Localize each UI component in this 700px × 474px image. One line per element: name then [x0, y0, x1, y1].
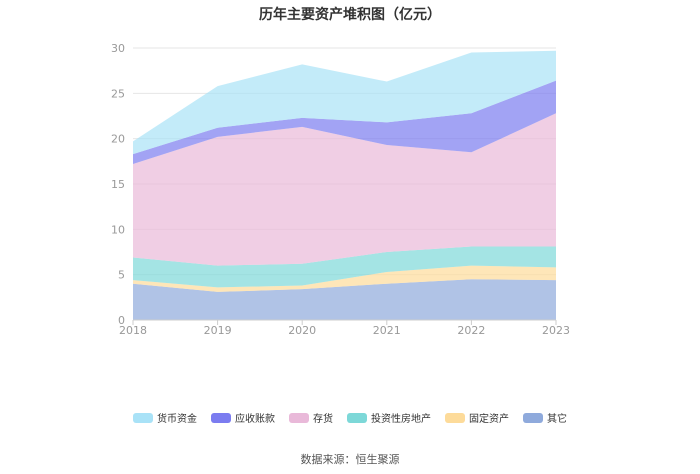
chart-title: 历年主要资产堆积图（亿元）: [259, 7, 441, 23]
y-tick-label: 30: [111, 42, 125, 55]
x-tick-label: 2019: [204, 324, 232, 337]
legend-swatch: [347, 412, 367, 423]
legend-swatch: [211, 412, 231, 423]
legend-label: 投资性房地产: [371, 414, 431, 425]
legend-label: 货币资金: [157, 414, 197, 425]
area-series-3: [133, 113, 556, 266]
legend-item[interactable]: 固定资产: [445, 410, 509, 425]
y-tick-label: 15: [111, 178, 125, 191]
legend-item[interactable]: 存货: [289, 410, 333, 425]
legend-swatch: [445, 412, 465, 423]
legend-item[interactable]: 应收账款: [211, 410, 275, 425]
x-tick-label: 2021: [373, 324, 401, 337]
x-tick-label: 2023: [542, 324, 570, 337]
x-tick-label: 2018: [119, 324, 147, 337]
legend-item[interactable]: 其它: [523, 410, 567, 425]
x-tick-label: 2020: [288, 324, 316, 337]
x-tick-label: 2022: [457, 324, 485, 337]
area-series-5: [133, 50, 556, 155]
legend-item[interactable]: 投资性房地产: [347, 410, 431, 425]
legend-label: 存货: [313, 414, 333, 425]
area-series-0: [133, 279, 556, 320]
area-series: [133, 50, 556, 320]
legend-label: 固定资产: [469, 414, 509, 425]
y-tick-label: 20: [111, 133, 125, 146]
chart-legend: 货币资金 应收账款 存货 投资性房地产 固定资产 其它: [0, 410, 700, 425]
legend-label: 其它: [547, 414, 567, 425]
y-tick-label: 10: [111, 223, 125, 236]
y-tick-label: 5: [118, 269, 125, 282]
legend-swatch: [523, 412, 543, 423]
area-series-4: [133, 80, 556, 165]
y-tick-label: 0: [118, 314, 125, 327]
area-series-2: [133, 246, 556, 288]
data-source-note: 数据来源：恒生聚源: [300, 453, 400, 466]
legend-swatch: [289, 412, 309, 423]
legend-label: 应收账款: [235, 414, 275, 425]
legend-item[interactable]: 货币资金: [133, 410, 197, 425]
legend-swatch: [133, 412, 153, 423]
area-series-1: [133, 265, 556, 292]
y-tick-label: 25: [111, 87, 125, 100]
axes: 0 5 10 15 20 25 30 2018 2019 2020 2021 2022 2023: [111, 42, 570, 337]
